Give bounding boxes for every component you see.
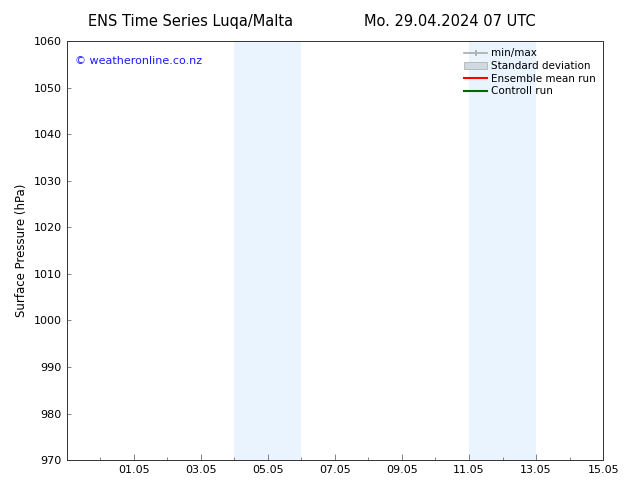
Text: Mo. 29.04.2024 07 UTC: Mo. 29.04.2024 07 UTC bbox=[365, 14, 536, 29]
Text: © weatheronline.co.nz: © weatheronline.co.nz bbox=[75, 56, 202, 66]
Legend: min/max, Standard deviation, Ensemble mean run, Controll run: min/max, Standard deviation, Ensemble me… bbox=[462, 46, 598, 98]
Bar bbox=[469, 41, 536, 460]
Bar bbox=[234, 41, 301, 460]
Text: ENS Time Series Luqa/Malta: ENS Time Series Luqa/Malta bbox=[87, 14, 293, 29]
Y-axis label: Surface Pressure (hPa): Surface Pressure (hPa) bbox=[15, 184, 28, 318]
